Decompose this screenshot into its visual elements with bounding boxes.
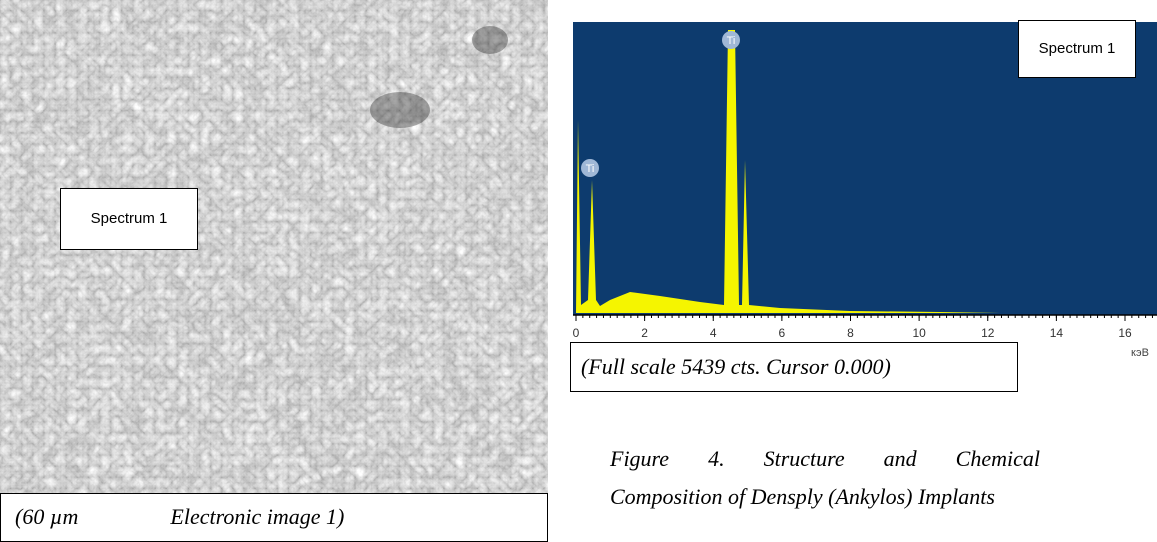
figure-caption: Figure 4. Structure and Chemical Composi… xyxy=(610,440,1040,516)
caption-part: Electronic image 1) xyxy=(170,504,345,529)
x-tick-label: 14 xyxy=(1050,326,1064,340)
x-tick-label: 16 xyxy=(1118,326,1132,340)
spectrum-tag: Spectrum 1 xyxy=(1018,20,1136,78)
spectrum-tag: Spectrum 1 xyxy=(60,188,198,250)
peak-label: Ti xyxy=(727,35,736,47)
peak-marker xyxy=(581,159,599,177)
x-tick-label: 4 xyxy=(710,326,717,340)
peak-marker xyxy=(722,31,740,49)
caption-part: (60 µm xyxy=(15,504,79,529)
x-tick-label: 10 xyxy=(912,326,926,340)
spectrum-caption: (Full scale 5439 cts. Cursor 0.000) xyxy=(570,342,1018,392)
image-caption: (60 µm Electronic image 1) xyxy=(0,493,548,542)
x-tick-label: 2 xyxy=(641,326,648,340)
axis-unit: кэВ xyxy=(1131,347,1149,359)
dark-spot xyxy=(370,92,430,128)
x-tick-label: 0 xyxy=(573,326,580,340)
caption-line: Composition of Densply (Ankylos) Implant… xyxy=(610,484,995,509)
peak-label: Ti xyxy=(586,163,595,175)
x-tick-label: 6 xyxy=(779,326,786,340)
x-tick-label: 12 xyxy=(981,326,995,340)
dark-spot xyxy=(472,26,508,54)
x-tick-label: 8 xyxy=(847,326,854,340)
caption-line: Figure 4. Structure and Chemical xyxy=(610,446,1040,471)
